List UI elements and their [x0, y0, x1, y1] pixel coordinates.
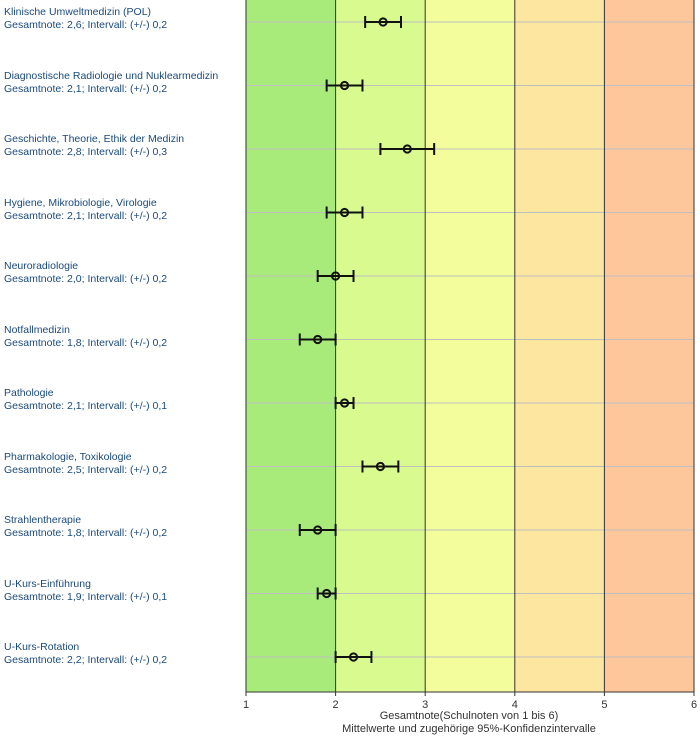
- row-label-stat: Gesamtnote: 1,8; Intervall: (+/-) 0,2: [4, 336, 168, 349]
- tick-label: 2: [333, 699, 339, 711]
- tick-label: 6: [691, 699, 697, 711]
- vertical-gridlines: [245, 0, 695, 693]
- row-label-stat: Gesamtnote: 2,1; Intervall: (+/-) 0,1: [4, 400, 168, 412]
- tick-label: 1: [243, 699, 249, 711]
- row-label-stat: Gesamtnote: 2,8; Intervall: (+/-) 0,3: [4, 146, 168, 158]
- band-2: [335, 0, 426, 692]
- row-label-stat: Gesamtnote: 1,9; Intervall: (+/-) 0,1: [4, 590, 168, 603]
- row-label-name: Neuroradiologie: [4, 260, 79, 272]
- mean-point: [339, 80, 350, 91]
- row-label-name: Geschichte, Theorie, Ethik der Medizin: [4, 133, 185, 145]
- row-label-stat: Gesamtnote: 1,8; Intervall: (+/-) 0,2: [4, 527, 168, 539]
- x-axis-sublabel: Mittelwerte und zugehörige 95%-Konfidenz…: [342, 723, 596, 735]
- mean-point: [313, 334, 323, 345]
- tick-label: 4: [512, 699, 518, 711]
- row-label-name: Pharmakologie, Toxikologie: [4, 450, 132, 463]
- row-label-stat: Gesamtnote: 2,0; Intervall: (+/-) 0,2: [4, 273, 168, 285]
- mean-point: [339, 207, 350, 218]
- mean-point: [322, 588, 332, 599]
- mean-point: [348, 652, 359, 662]
- tick-label: 5: [601, 699, 607, 711]
- row-label-name: Pathologie: [4, 387, 54, 399]
- band-5: [604, 0, 694, 692]
- mean-point: [402, 144, 412, 154]
- mean-point: [339, 398, 350, 408]
- row-label-stat: Gesamtnote: 2,1; Intervall: (+/-) 0,2: [4, 209, 168, 222]
- x-axis-label: Gesamtnote(Schulnoten von 1 bis 6): [379, 710, 559, 722]
- band-1: [246, 0, 336, 692]
- mean-point: [313, 525, 323, 535]
- row-label-name: Strahlentherapie: [4, 514, 82, 526]
- tick-label: 3: [422, 699, 428, 711]
- mean-point: [375, 461, 385, 472]
- row-label-name: U-Kurs-Rotation: [4, 641, 80, 653]
- row-label-name: Notfallmedizin: [4, 323, 70, 336]
- data-marks: [298, 16, 436, 663]
- row-label-name: Hygiene, Mikrobiologie, Virologie: [4, 196, 157, 209]
- band-3: [425, 0, 515, 692]
- band-4: [514, 0, 605, 692]
- mean-point: [378, 17, 388, 27]
- row-label-stat: Gesamtnote: 2,5; Intervall: (+/-) 0,2: [4, 463, 168, 476]
- row-label-name: U-Kurs-Einführung: [4, 577, 91, 590]
- row-label-stat: Gesamtnote: 2,2; Intervall: (+/-) 0,2: [4, 654, 168, 666]
- row-label-name: Diagnostische Radiologie und Nuklearmedi…: [4, 69, 219, 82]
- row-label-stat: Gesamtnote: 2,1; Intervall: (+/-) 0,2: [4, 82, 168, 95]
- row-label-name: Klinische Umweltmedizin (POL): [4, 6, 152, 18]
- grade-bands: [246, 0, 694, 692]
- row-label-stat: Gesamtnote: 2,6; Intervall: (+/-) 0,2: [4, 19, 168, 31]
- x-axis-ticks: 1 2 3 4 5 6: [243, 692, 697, 711]
- mean-point: [331, 271, 341, 281]
